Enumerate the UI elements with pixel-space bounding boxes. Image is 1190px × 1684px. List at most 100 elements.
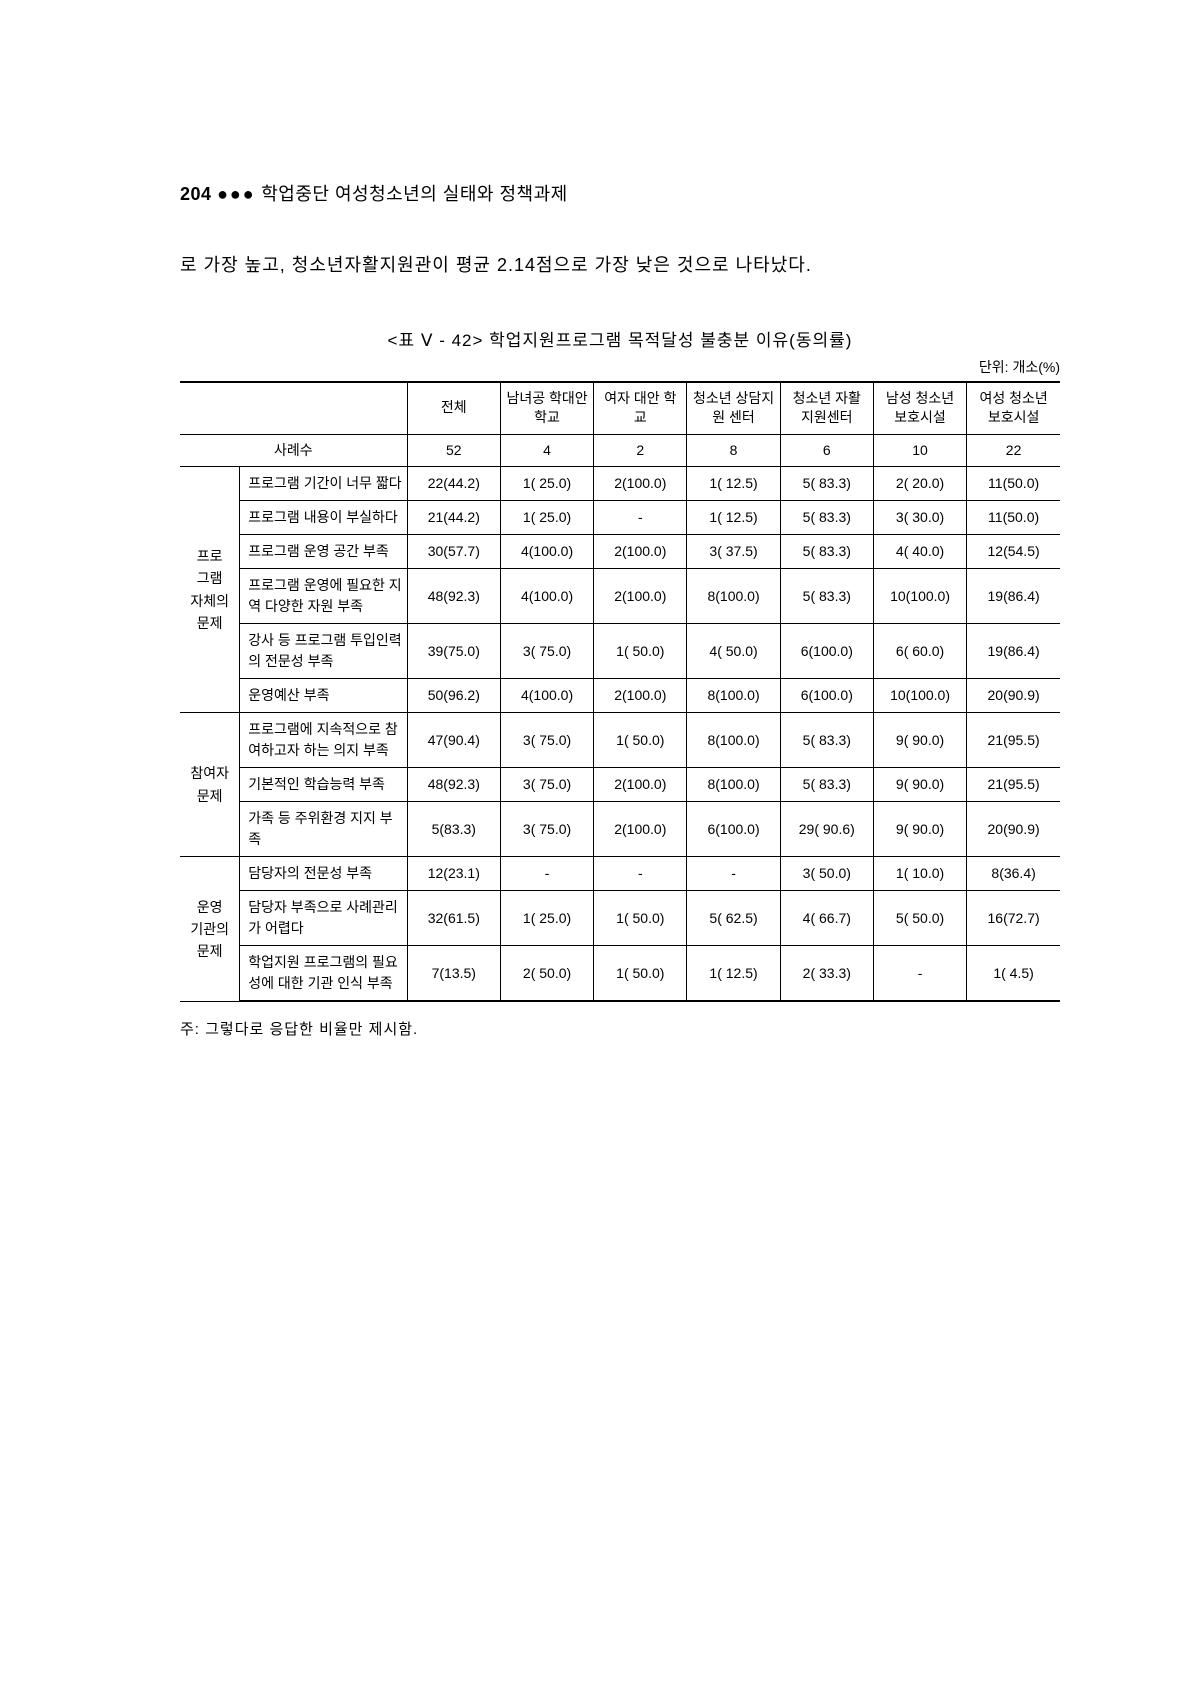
table-row: 프로그램 운영에 필요한 지역 다양한 자원 부족48(92.3)4(100.0… — [180, 569, 1060, 624]
data-cell: 6(100.0) — [687, 802, 780, 857]
data-cell: 4( 66.7) — [780, 891, 873, 946]
data-cell: 19(86.4) — [967, 569, 1060, 624]
col-header: 남녀공 학대안 학교 — [500, 382, 593, 435]
data-cell: 2(100.0) — [594, 802, 687, 857]
table-row: 프로그램 내용이 부실하다21(44.2)1( 25.0)-1( 12.5)5(… — [180, 501, 1060, 535]
data-cell: 3( 75.0) — [500, 713, 593, 768]
table-row: 참여자문제프로그램에 지속적으로 참여하고자 하는 의지 부족47(90.4)3… — [180, 713, 1060, 768]
chapter-title: 학업중단 여성청소년의 실태와 정책과제 — [261, 184, 568, 204]
data-cell: 2(100.0) — [594, 535, 687, 569]
col-header: 남성 청소년 보호시설 — [873, 382, 966, 435]
row-label: 가족 등 주위환경 지지 부족 — [240, 802, 407, 857]
data-cell: 5( 50.0) — [873, 891, 966, 946]
sample-value: 22 — [967, 434, 1060, 467]
data-cell: 8(100.0) — [687, 569, 780, 624]
data-cell: 20(90.9) — [967, 679, 1060, 713]
row-label: 프로그램 운영에 필요한 지역 다양한 자원 부족 — [240, 569, 407, 624]
data-cell: 5( 83.3) — [780, 713, 873, 768]
table-row: 강사 등 프로그램 투입인력의 전문성 부족39(75.0)3( 75.0)1(… — [180, 624, 1060, 679]
table-row: 가족 등 주위환경 지지 부족5(83.3)3( 75.0)2(100.0)6(… — [180, 802, 1060, 857]
data-cell: 4(100.0) — [500, 535, 593, 569]
data-cell: 6(100.0) — [780, 624, 873, 679]
data-cell: 3( 50.0) — [780, 857, 873, 891]
group-label: 운영기관의문제 — [180, 857, 240, 1002]
data-cell: 29( 90.6) — [780, 802, 873, 857]
table-row: 운영예산 부족50(96.2)4(100.0)2(100.0)8(100.0)6… — [180, 679, 1060, 713]
data-cell: - — [594, 857, 687, 891]
row-label: 프로그램 내용이 부실하다 — [240, 501, 407, 535]
data-cell: 1( 50.0) — [594, 624, 687, 679]
data-cell: 12(54.5) — [967, 535, 1060, 569]
data-cell: 21(95.5) — [967, 768, 1060, 802]
table-row: 기본적인 학습능력 부족48(92.3)3( 75.0)2(100.0)8(10… — [180, 768, 1060, 802]
sample-value: 2 — [594, 434, 687, 467]
data-cell: 4( 50.0) — [687, 624, 780, 679]
table-row: 프로그램자체의문제프로그램 기간이 너무 짧다22(44.2)1( 25.0)2… — [180, 467, 1060, 501]
data-cell: 3( 30.0) — [873, 501, 966, 535]
data-cell: 9( 90.0) — [873, 713, 966, 768]
data-cell: 1( 25.0) — [500, 501, 593, 535]
data-cell: 48(92.3) — [407, 569, 500, 624]
data-cell: - — [500, 857, 593, 891]
data-cell: 1( 12.5) — [687, 946, 780, 1002]
data-cell: 4(100.0) — [500, 569, 593, 624]
table-unit: 단위: 개소(%) — [180, 357, 1060, 377]
data-cell: - — [687, 857, 780, 891]
data-cell: 47(90.4) — [407, 713, 500, 768]
data-cell: 4( 40.0) — [873, 535, 966, 569]
data-cell: 2(100.0) — [594, 679, 687, 713]
data-cell: 12(23.1) — [407, 857, 500, 891]
data-cell: 21(95.5) — [967, 713, 1060, 768]
data-cell: 19(86.4) — [967, 624, 1060, 679]
data-cell: 10(100.0) — [873, 569, 966, 624]
data-cell: 8(100.0) — [687, 679, 780, 713]
data-cell: 5( 83.3) — [780, 535, 873, 569]
table-footnote: 주: 그렇다로 응답한 비율만 제시함. — [180, 1018, 1060, 1039]
data-cell: - — [873, 946, 966, 1002]
data-cell: 39(75.0) — [407, 624, 500, 679]
table-header-row: 전체 남녀공 학대안 학교 여자 대안 학교 청소년 상담지원 센터 청소년 자… — [180, 382, 1060, 435]
data-cell: 30(57.7) — [407, 535, 500, 569]
col-header: 청소년 자활 지원센터 — [780, 382, 873, 435]
data-cell: 16(72.7) — [967, 891, 1060, 946]
row-label: 프로그램 기간이 너무 짧다 — [240, 467, 407, 501]
sample-label: 사례수 — [180, 434, 407, 467]
data-cell: 1( 4.5) — [967, 946, 1060, 1002]
group-label: 프로그램자체의문제 — [180, 467, 240, 713]
data-cell: 22(44.2) — [407, 467, 500, 501]
data-cell: 1( 12.5) — [687, 501, 780, 535]
table-row: 프로그램 운영 공간 부족30(57.7)4(100.0)2(100.0)3( … — [180, 535, 1060, 569]
data-cell: 9( 90.0) — [873, 768, 966, 802]
col-header: 전체 — [407, 382, 500, 435]
data-cell: 5( 83.3) — [780, 569, 873, 624]
data-cell: 1( 50.0) — [594, 713, 687, 768]
sample-value: 10 — [873, 434, 966, 467]
data-cell: 2(100.0) — [594, 569, 687, 624]
data-cell: 2(100.0) — [594, 467, 687, 501]
data-cell: 1( 12.5) — [687, 467, 780, 501]
table-row: 운영기관의문제담당자의 전문성 부족12(23.1)---3( 50.0)1( … — [180, 857, 1060, 891]
col-header: 여자 대안 학교 — [594, 382, 687, 435]
table-row: 학업지원 프로그램의 필요성에 대한 기관 인식 부족7(13.5)2( 50.… — [180, 946, 1060, 1002]
data-cell: 8(100.0) — [687, 768, 780, 802]
data-cell: 8(36.4) — [967, 857, 1060, 891]
data-cell: 9( 90.0) — [873, 802, 966, 857]
data-cell: 3( 37.5) — [687, 535, 780, 569]
data-cell: 8(100.0) — [687, 713, 780, 768]
data-cell: 32(61.5) — [407, 891, 500, 946]
col-header: 청소년 상담지원 센터 — [687, 382, 780, 435]
sample-value: 8 — [687, 434, 780, 467]
data-cell: 20(90.9) — [967, 802, 1060, 857]
data-cell: 1( 50.0) — [594, 946, 687, 1002]
sample-value: 6 — [780, 434, 873, 467]
sample-row: 사례수5242861022 — [180, 434, 1060, 467]
row-label: 운영예산 부족 — [240, 679, 407, 713]
data-table: 전체 남녀공 학대안 학교 여자 대안 학교 청소년 상담지원 센터 청소년 자… — [180, 381, 1060, 1003]
col-header: 여성 청소년 보호시설 — [967, 382, 1060, 435]
sample-value: 4 — [500, 434, 593, 467]
data-cell: 4(100.0) — [500, 679, 593, 713]
row-label: 학업지원 프로그램의 필요성에 대한 기관 인식 부족 — [240, 946, 407, 1002]
table-row: 담당자 부족으로 사례관리가 어렵다32(61.5)1( 25.0)1( 50.… — [180, 891, 1060, 946]
group-label: 참여자문제 — [180, 713, 240, 857]
page-header: 204 ●●● 학업중단 여성청소년의 실태와 정책과제 — [180, 180, 1060, 206]
